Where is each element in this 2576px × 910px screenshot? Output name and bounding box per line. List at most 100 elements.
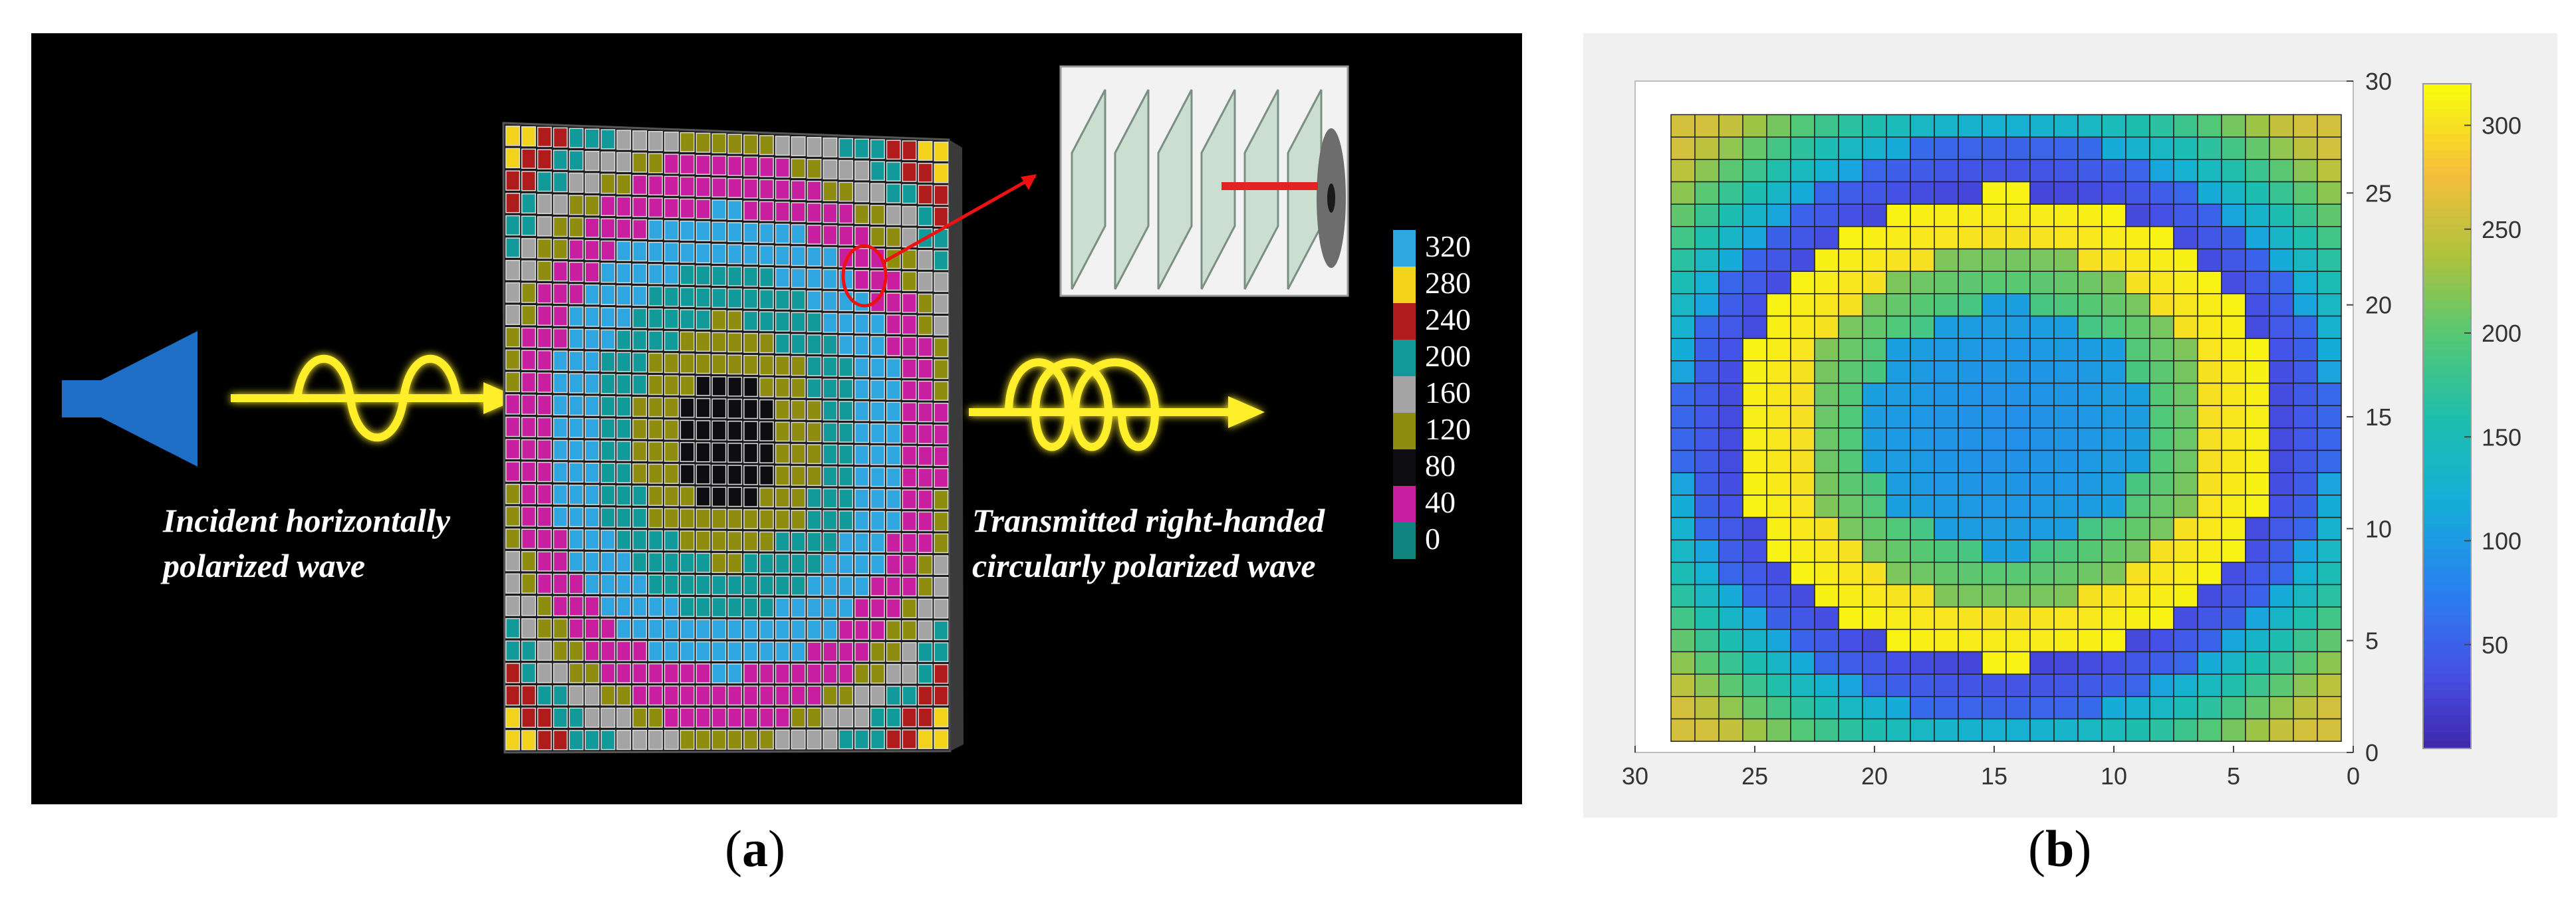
heatmap-cell xyxy=(2029,271,2055,294)
heatmap-cell xyxy=(1694,114,1720,138)
meta-cell xyxy=(537,640,552,661)
meta-cell xyxy=(680,331,695,352)
meta-cell xyxy=(743,200,759,221)
meta-cell xyxy=(537,663,552,683)
heatmap-cell xyxy=(1886,495,1911,518)
meta-cell xyxy=(886,183,901,203)
meta-cell xyxy=(791,554,806,574)
heatmap-cell xyxy=(2005,495,2031,518)
meta-cell xyxy=(886,707,901,728)
colorbar-b-segment xyxy=(2423,283,2471,292)
heatmap-cell xyxy=(2077,606,2103,630)
heatmap-cell xyxy=(1886,539,1911,563)
heatmap-cell xyxy=(2053,472,2079,496)
heatmap-cell xyxy=(1790,651,1815,675)
heatmap-cell xyxy=(1958,584,1983,608)
meta-cell xyxy=(696,530,711,551)
heatmap-cell xyxy=(1694,495,1720,518)
heatmap-cell xyxy=(2245,472,2270,496)
heatmap-cell xyxy=(1982,696,2007,720)
meta-cell xyxy=(616,463,632,484)
meta-cell xyxy=(696,619,711,639)
meta-cell xyxy=(553,640,568,661)
meta-cell xyxy=(680,685,695,706)
meta-cell xyxy=(886,598,901,619)
meta-cell xyxy=(584,150,600,171)
meta-cell xyxy=(521,305,537,326)
heatmap-cell xyxy=(1718,562,1743,586)
meta-cell xyxy=(934,402,949,423)
heatmap-cell xyxy=(2197,718,2222,742)
heatmap-cell xyxy=(1742,629,1767,653)
heatmap-cell xyxy=(1862,338,1887,362)
heatmap-cell xyxy=(1790,271,1815,294)
meta-cell xyxy=(616,418,632,439)
heatmap-cell xyxy=(2221,629,2246,653)
heatmap-cell xyxy=(1958,159,1983,183)
colorbar-b-segment xyxy=(2423,233,2471,243)
meta-cell xyxy=(696,442,711,463)
heatmap-cell xyxy=(1694,718,1720,742)
meta-cell xyxy=(537,484,552,505)
meta-cell xyxy=(791,378,806,398)
meta-cell xyxy=(680,376,695,396)
meta-cell xyxy=(886,532,901,553)
heatmap-cell xyxy=(2077,248,2103,272)
heatmap-cell xyxy=(2245,271,2270,294)
meta-cell xyxy=(823,159,838,179)
heatmap-cell xyxy=(2197,606,2222,630)
meta-cell xyxy=(632,663,648,683)
heatmap-cell xyxy=(2005,181,2031,205)
meta-cell xyxy=(870,707,885,728)
heatmap-cell xyxy=(1862,606,1887,630)
heatmap-cell xyxy=(1886,360,1911,384)
meta-cell xyxy=(886,227,901,247)
heatmap-cell xyxy=(1862,136,1887,160)
heatmap-cell xyxy=(1838,360,1863,384)
heatmap-cell xyxy=(1742,584,1767,608)
heatmap-cell xyxy=(2173,449,2198,473)
heatmap-cell xyxy=(2173,629,2198,653)
heatmap-cell xyxy=(2173,226,2198,250)
caption-b: (b) xyxy=(2028,820,2092,877)
heatmap-cell xyxy=(1982,271,2007,294)
meta-cell xyxy=(553,194,568,215)
meta-cell xyxy=(886,663,901,684)
heatmap-cell xyxy=(1694,516,1720,540)
meta-cell xyxy=(854,292,870,312)
meta-cell xyxy=(600,507,616,528)
heatmap-cell xyxy=(1694,360,1720,384)
meta-cell xyxy=(902,467,917,488)
heatmap-cell xyxy=(2125,516,2150,540)
heatmap-cell xyxy=(2173,539,2198,563)
heatmap-cell xyxy=(1766,629,1791,653)
heatmap-cell xyxy=(2245,315,2270,339)
heatmap-cell xyxy=(1934,495,1959,518)
heatmap-cell xyxy=(2005,271,2031,294)
meta-cell xyxy=(553,239,568,259)
meta-cell xyxy=(727,134,743,154)
heatmap-cell xyxy=(1718,606,1743,630)
heatmap-cell xyxy=(2077,181,2103,205)
meta-cell xyxy=(791,729,806,750)
meta-cell xyxy=(854,707,870,728)
meta-cell xyxy=(823,707,838,728)
meta-cell xyxy=(664,154,679,174)
meta-cell xyxy=(870,139,885,160)
heatmap-cell xyxy=(2317,360,2342,384)
meta-cell xyxy=(664,197,679,219)
meta-cell xyxy=(600,685,616,706)
meta-cell xyxy=(664,286,679,307)
meta-cell xyxy=(664,353,679,374)
heatmap-cell xyxy=(1766,405,1791,429)
heatmap-cell xyxy=(2269,136,2294,160)
meta-cell xyxy=(584,663,600,683)
meta-cell xyxy=(791,312,806,332)
meta-cell xyxy=(743,267,759,287)
meta-cell xyxy=(886,729,901,750)
meta-cell xyxy=(727,200,743,221)
heatmap-cell xyxy=(2053,159,2079,183)
heatmap-cell xyxy=(2125,226,2150,250)
meta-cell xyxy=(537,372,552,393)
